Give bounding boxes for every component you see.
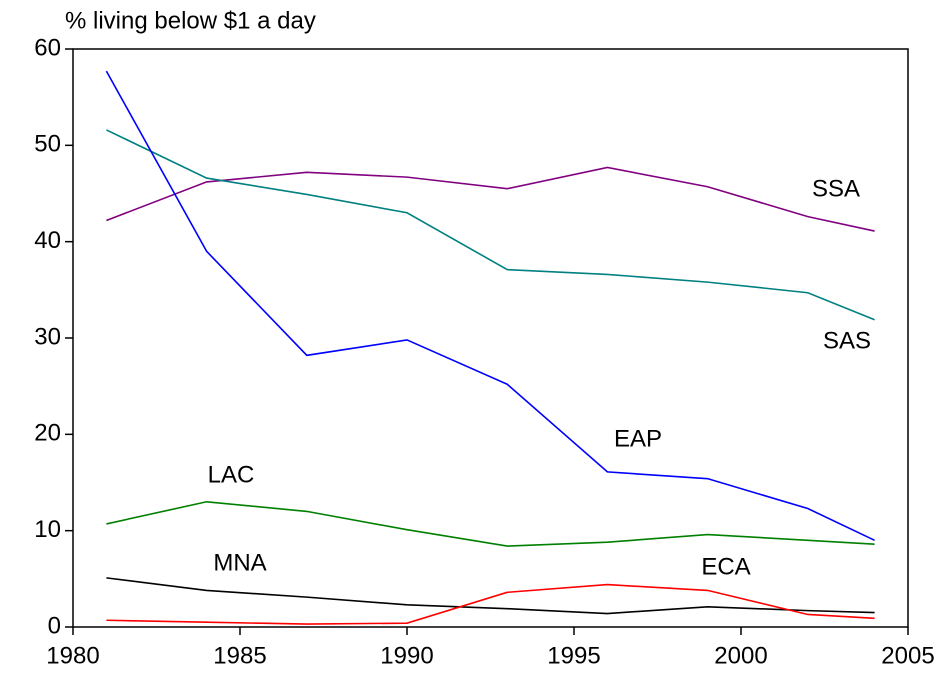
series-line [106, 583, 875, 625]
y-tick-label: 30 [34, 323, 61, 350]
series-label: SAS [823, 327, 871, 354]
plot-frame [72, 48, 909, 628]
y-tick-label: 0 [48, 612, 61, 639]
y-tick-label: 60 [34, 34, 61, 61]
x-tick-label: 1980 [46, 642, 99, 669]
x-tick-label: 1985 [213, 642, 266, 669]
series-label: LAC [208, 461, 255, 488]
series-line [106, 577, 875, 615]
series-line [106, 500, 875, 547]
series-line [105, 70, 875, 542]
x-tick-label: 2005 [881, 642, 934, 669]
x-tick-label: 2000 [714, 642, 767, 669]
y-tick-label: 20 [34, 420, 61, 447]
y-axis-label: % living below $1 a day [65, 7, 316, 34]
y-tick-label: 50 [34, 131, 61, 158]
series-label: ECA [701, 553, 750, 580]
series-line [106, 166, 875, 232]
y-tick-label: 40 [34, 227, 61, 254]
x-tick-label: 1990 [380, 642, 433, 669]
y-tick-label: 10 [34, 516, 61, 543]
x-tick-label: 1995 [547, 642, 600, 669]
series-label: MNA [213, 549, 266, 576]
series-label: EAP [614, 425, 662, 452]
series-line [106, 129, 875, 321]
series-label: SSA [812, 175, 860, 202]
